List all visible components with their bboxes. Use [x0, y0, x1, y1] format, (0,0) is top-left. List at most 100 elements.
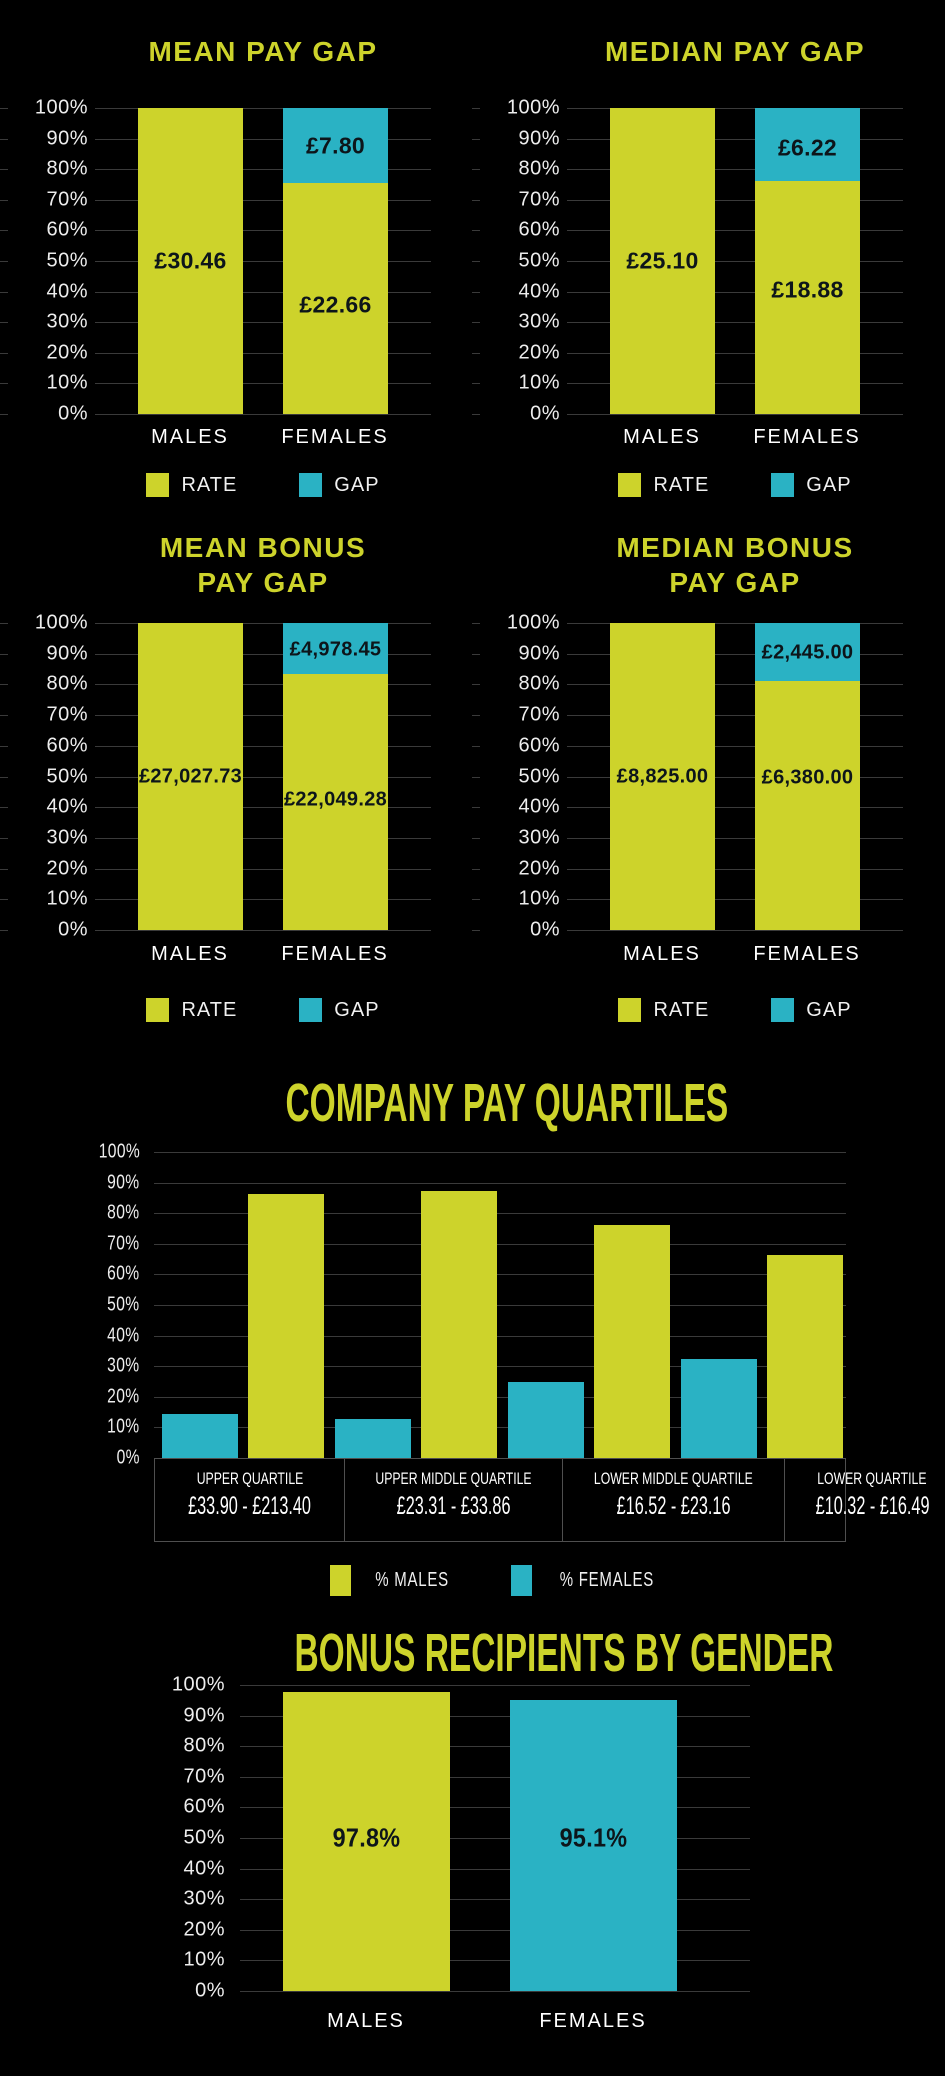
y-tick-label: 80%: [518, 157, 560, 180]
y-tick-label: 60%: [46, 218, 88, 241]
value-label-females: 95.1%: [559, 1822, 628, 1853]
plot-area-mean-pay: £30.46 £22.66 £7.80: [95, 108, 431, 415]
value-label-males: £30.46: [154, 247, 227, 274]
bar-females-gap: [755, 623, 860, 682]
y-tick-label: 100%: [34, 96, 88, 119]
y-tick-label: 90%: [518, 127, 560, 150]
y-tick-label: 80%: [46, 157, 88, 180]
gap-swatch-icon: [771, 998, 795, 1022]
quartile-group-upper: [154, 1152, 327, 1458]
bar-females: [510, 1700, 677, 1991]
y-tick-label: 0%: [530, 918, 560, 941]
legend-item-rate: RATE: [146, 998, 237, 1022]
chart-median-bonus-pay-gap: MEDIAN BONUS PAY GAP 100% 90% 80% 70% 60% 50% 4…: [472, 520, 944, 1040]
quartile-range: £16.52 - £23.16: [563, 1491, 784, 1521]
y-tick-label: 80%: [46, 672, 88, 695]
gap-swatch-icon: [299, 473, 323, 497]
y-tick-label: 0%: [58, 918, 88, 941]
legend-median-bonus: RATE GAP: [567, 998, 903, 1022]
y-tick-label: 80%: [518, 672, 560, 695]
y-tick-label: 70%: [518, 188, 560, 211]
value-label-females-gap: £2,445.00: [761, 641, 854, 664]
y-tick-label: 80%: [183, 1734, 225, 1757]
plot-area-quartiles: [154, 1152, 846, 1459]
y-tick-label: 30%: [183, 1887, 225, 1910]
chart-mean-pay-gap: MEAN PAY GAP 100% 90% 80% 70% 60% 50% 40% 30% 20…: [0, 30, 472, 510]
y-tick-label: 90%: [46, 127, 88, 150]
y-tick-label: 40%: [46, 280, 88, 303]
y-tick-label: 10%: [518, 887, 560, 910]
plot-area-mean-bonus: £27,027.73 £22,049.28 £4,978.45: [95, 623, 431, 931]
y-axis-bonus-recipients: 100% 90% 80% 70% 60% 50% 40% 30% 20% 10% 0%: [0, 1674, 225, 2002]
legend-median-pay: RATE GAP: [567, 473, 903, 497]
value-label-females-gap: £7.80: [305, 132, 366, 159]
males-swatch-icon: [330, 1565, 352, 1596]
bar-females-pct: [508, 1381, 584, 1458]
chart-title-mean-bonus: MEAN BONUS PAY GAP: [95, 530, 431, 600]
value-label-males: £25.10: [626, 247, 699, 274]
quartile-name-text: UPPER MIDDLE QUARTILE: [375, 1469, 532, 1488]
rate-swatch-icon: [146, 998, 170, 1022]
value-label-females-rate: £22.66: [299, 291, 372, 318]
plot-area-median-pay: £25.10 £18.88 £6.22: [567, 108, 903, 415]
y-tick-label: 100%: [171, 1673, 225, 1696]
bar-females-rate: [755, 681, 860, 930]
bar-females-pct: [335, 1419, 411, 1458]
chart-company-pay-quartiles: COMPANY PAY QUARTILES 100% 90% 80% 70% 60% 50…: [0, 1060, 945, 1610]
y-tick-label: 0%: [195, 1979, 225, 2002]
y-tick-label: 30%: [46, 310, 88, 333]
title-line-1: MEDIAN BONUS: [616, 532, 854, 563]
legend-item-males: % MALES: [330, 1565, 461, 1596]
x-label-females: FEMALES: [281, 426, 389, 448]
y-tick-label: 40%: [183, 1857, 225, 1880]
quartile-range: £33.90 - £213.40: [155, 1491, 344, 1521]
legend-label-rate: RATE: [653, 998, 710, 1021]
y-axis-median-bonus: 100% 90% 80% 70% 60% 50% 40% 30% 20% 10% 0%: [472, 612, 560, 941]
y-tick-label: 60%: [46, 734, 88, 757]
y-tick-label: 100%: [98, 1140, 140, 1163]
y-tick-label: 0%: [116, 1446, 140, 1469]
y-tick-label: 40%: [107, 1324, 140, 1347]
x-label-males: MALES: [151, 943, 229, 965]
chart-median-pay-gap: MEDIAN PAY GAP 100% 90% 80% 70% 60% 50% 40% 30%…: [472, 30, 944, 510]
y-tick-label: 40%: [518, 795, 560, 818]
quartile-range: £10.32 - £16.49: [785, 1491, 945, 1521]
y-tick-label: 30%: [46, 826, 88, 849]
y-tick-label: 10%: [46, 887, 88, 910]
bar-males-pct: [248, 1193, 324, 1458]
legend-label-gap: GAP: [806, 998, 852, 1021]
y-tick-label: 70%: [518, 703, 560, 726]
y-tick-label: 70%: [183, 1765, 225, 1788]
gridline: [240, 1991, 750, 1992]
quartile-name: UPPER MIDDLE QUARTILE: [345, 1469, 562, 1489]
chart-title-median-pay-gap: MEDIAN PAY GAP: [604, 36, 866, 67]
bar-females-gap: [283, 623, 388, 674]
plot-area-bonus-recipients: 97.8% 95.1%: [240, 1685, 750, 1992]
y-axis-mean-pay: 100% 90% 80% 70% 60% 50% 40% 30% 20% 10% 0%: [0, 97, 88, 425]
legend-label-females: % FEMALES: [559, 1569, 655, 1591]
value-label-males: £27,027.73: [138, 765, 243, 787]
legend-label-rate: RATE: [181, 473, 238, 496]
chart-title-quartiles: COMPANY PAY QUARTILES: [285, 1073, 729, 1133]
x-label-females: FEMALES: [539, 2010, 647, 2032]
y-tick-label: 70%: [46, 188, 88, 211]
chart-title-median-bonus: MEDIAN BONUS PAY GAP: [567, 530, 903, 600]
y-tick-label: 60%: [518, 734, 560, 757]
gap-swatch-icon: [299, 998, 323, 1022]
chart-title-mean-pay-gap: MEAN PAY GAP: [148, 36, 378, 67]
y-tick-label: 10%: [46, 371, 88, 394]
y-tick-label: 50%: [518, 249, 560, 272]
legend-item-gap: GAP: [299, 998, 379, 1022]
gridline: [567, 414, 903, 415]
y-tick-label: 20%: [183, 1918, 225, 1941]
y-axis-median-pay: 100% 90% 80% 70% 60% 50% 40% 30% 20% 10% 0%: [472, 97, 560, 425]
quartile-group-upper-middle: [327, 1152, 500, 1458]
quartile-group-lower: [673, 1152, 846, 1458]
y-axis-quartiles: 100% 90% 80% 70% 60% 50% 40% 30% 20% 10% 0%: [0, 1141, 140, 1469]
value-label-males: £8,825.00: [616, 765, 709, 787]
bar-females-pct: [681, 1358, 757, 1458]
legend-quartiles: % MALES % FEMALES: [154, 1565, 846, 1596]
rate-swatch-icon: [146, 473, 170, 497]
bar-males: [283, 1691, 450, 1991]
